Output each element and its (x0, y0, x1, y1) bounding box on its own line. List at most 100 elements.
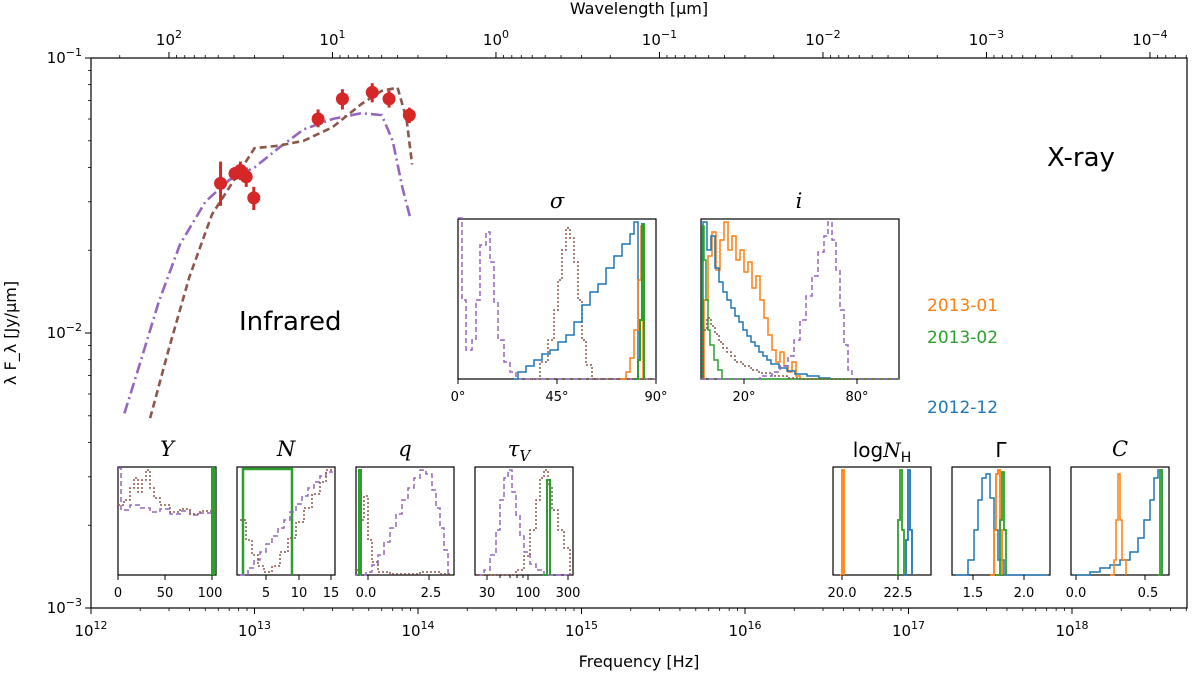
ir-point-7 (365, 85, 379, 99)
y-tick-label-2: 10−1 (47, 46, 82, 67)
inset-Y-tick-1: 50 (157, 586, 174, 601)
sigma-blue-hist (514, 221, 639, 380)
inset-Gamma: Γ 1.5 2.0 (951, 438, 1051, 601)
inset-q-title: q (398, 437, 411, 461)
tauV-green-hist (544, 479, 551, 576)
inset-C-ticks (1075, 575, 1146, 580)
inset-N-tick-2: 15 (323, 586, 340, 601)
inset-Gamma-ticks (972, 575, 1025, 580)
inset-Y-tick-0: 0 (114, 586, 122, 601)
y-tick-label-0: 10−3 (47, 596, 82, 617)
x-tick-label-2: 1014 (401, 619, 434, 640)
x-tick-label-1: 1013 (238, 619, 271, 640)
inset-Gamma-title: Γ (995, 438, 1007, 462)
top-tick-label-2: 100 (483, 28, 509, 49)
inset-inclination: i 20° 80° (700, 189, 900, 405)
sigma-green-hist (636, 223, 645, 380)
inset-logNH-title: logNH (853, 438, 912, 466)
q-green-hist (357, 469, 362, 576)
ir-point-6 (335, 92, 349, 106)
x-tick-label-0: 1012 (74, 619, 107, 640)
inset-i-tick-1: 80° (845, 390, 868, 405)
inset-tauV-tick-2: 300 (556, 586, 581, 601)
i-purple-hist (701, 221, 899, 380)
i-blue-hist (701, 221, 899, 380)
epoch-label-2013-02: 2013-02 (927, 328, 998, 348)
logNH-blue-hist (904, 469, 913, 576)
top-tick-label-6: 10−4 (1132, 28, 1167, 49)
Y-green-hist (210, 467, 215, 576)
inset-C-tick-0: 0.0 (1066, 586, 1087, 601)
inset-Gamma-tick-0: 1.5 (963, 586, 984, 601)
inset-q-tick-0: 0.0 (356, 586, 377, 601)
ir-model-purple-dashdot (123, 111, 412, 414)
x-tick-label-5: 1017 (892, 619, 925, 640)
main-axis-tick-labels: 1012101310141015101610171018101910−310−2… (47, 28, 1168, 640)
C-blue-hist (1074, 469, 1163, 576)
main-axis-ticks (85, 52, 1187, 614)
top-tick-label-0: 102 (156, 28, 182, 49)
xray-model-2013-01 (1190, 222, 1200, 327)
logNH-orange-hist (840, 469, 845, 576)
tauV-purple-hist (478, 469, 570, 576)
top-tick-label-3: 10−1 (642, 28, 677, 49)
ir-point-8 (382, 92, 396, 106)
inset-Y-ticks (117, 575, 213, 580)
inset-C-title: C (1112, 437, 1128, 461)
ir-point-3 (239, 170, 253, 184)
sigma-purple-hist (458, 217, 656, 380)
x-tick-label-4: 1016 (728, 619, 761, 640)
ir-model-brown-dashed (148, 86, 414, 419)
C-green-hist (1158, 469, 1163, 576)
y-axis-label: λ F_λ [Jy/μm] (1, 281, 21, 385)
N-brown-hist (240, 469, 333, 573)
inset-logNH-ticks (841, 575, 899, 580)
inset-C: C 0.0 0.5 (1066, 437, 1170, 601)
inset-N: N 5 10 15 (236, 437, 340, 601)
inset-sigma-tick-1: 45° (545, 390, 568, 405)
inset-sigma-ticks (457, 379, 657, 384)
inset-sigma-tick-0: 0° (451, 390, 466, 405)
Gamma-blue-hist (956, 473, 1048, 576)
y-tick-label-1: 10−2 (47, 321, 82, 342)
inset-N-title: N (276, 437, 296, 461)
sigma-brown-hist (530, 227, 656, 380)
epoch-label-2012-12: 2012-12 (927, 398, 998, 418)
logNH-green-hist (896, 469, 905, 576)
inset-logNH-tick-0: 20.0 (828, 586, 857, 601)
ir-model-curves (123, 86, 414, 419)
top-tick-label-1: 101 (319, 28, 345, 49)
x-tick-label-3: 1015 (565, 619, 598, 640)
ir-point-9 (402, 108, 416, 122)
Y-purple-hist (118, 467, 213, 575)
inset-N-ticks (265, 575, 332, 580)
N-green-hist (241, 467, 294, 575)
inset-q-ticks (367, 575, 430, 580)
top-tick-label-5: 10−3 (969, 28, 1004, 49)
inset-Y-title: Y (160, 437, 176, 461)
ir-point-4 (247, 191, 261, 205)
inset-i-ticks (743, 379, 858, 384)
x-tick-label-6: 1018 (1055, 619, 1088, 640)
ir-point-5 (311, 112, 325, 126)
inset-sigma-tick-2: 90° (644, 390, 667, 405)
inset-tauV-tick-0: 30 (479, 586, 496, 601)
inset-i-tick-0: 20° (732, 390, 755, 405)
ir-photometry-points (214, 83, 416, 211)
xray-spectra (1188, 217, 1200, 419)
Y-brown-hist (118, 469, 212, 515)
inset-logNH: logNH 20.0 22.5 (828, 438, 932, 601)
top-axis-label: Wavelength [μm] (570, 0, 708, 18)
q-brown-hist (356, 495, 452, 575)
inset-Gamma-tick-1: 2.0 (1014, 586, 1035, 601)
inset-sigma: σ 0° 45° 90° (451, 189, 668, 405)
top-tick-label-4: 10−2 (805, 28, 840, 49)
inset-tauV: τV 30 100 300 (474, 437, 581, 601)
inset-N-tick-0: 5 (262, 586, 270, 601)
Gamma-green-hist (996, 471, 1007, 576)
inset-C-tick-1: 0.5 (1138, 586, 1159, 601)
inset-Y-tick-2: 100 (198, 586, 223, 601)
inset-tauV-title: τV (508, 437, 533, 465)
infrared-annotation: Infrared (239, 307, 342, 337)
